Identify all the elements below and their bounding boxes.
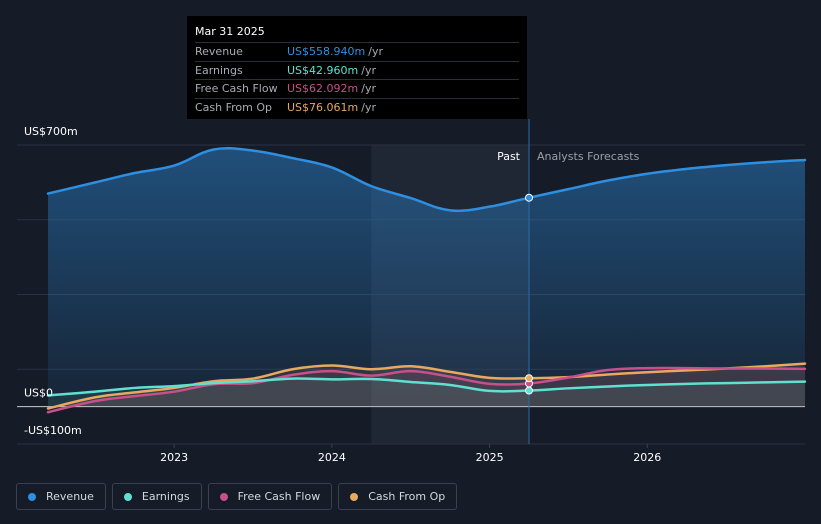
legend-item-revenue[interactable]: Revenue [16,483,106,510]
x-tick-label: 2025 [476,451,504,464]
tooltip-value: US$42.960m [287,63,359,77]
series-area [48,367,805,413]
x-axis-labels: 2023 2024 2025 2026 [160,444,661,464]
x-tick-label: 2023 [160,451,188,464]
y-tick-label: -US$100m [24,424,82,437]
tooltip-unit: /yr [361,82,376,95]
tooltip-row-free-cash-flow: Free Cash Flow US$62.092m /yr [195,79,519,98]
legend-item-free-cash-flow[interactable]: Free Cash Flow [207,483,333,510]
cash-from-op-dot-icon [350,492,359,501]
legend-label: Revenue [46,490,94,503]
y-tick-label: US$700m [24,125,78,138]
legend-item-earnings[interactable]: Earnings [111,483,202,510]
series-line-cash-from-op [46,362,807,410]
y-axis-labels: US$700m US$0 -US$100m [24,125,82,437]
tooltip-row-revenue: Revenue US$558.940m /yr [195,42,519,61]
marker-revenue [525,193,534,202]
tooltip-label: Revenue [195,45,243,58]
tooltip-markers [525,193,534,395]
tooltip-row-earnings: Earnings US$42.960m /yr [195,60,519,80]
tooltip-label: Earnings [195,63,243,77]
revenue-dot-icon [28,492,36,501]
earnings-dot-icon [123,492,132,501]
tooltip-unit: /yr [368,45,383,58]
x-tick-label: 2024 [318,451,346,464]
legend-label: Earnings [141,490,190,503]
tooltip-date: Mar 31 2025 [195,25,265,38]
tooltip-value: US$558.940m [287,45,366,58]
past-label: Past [497,150,521,163]
marker-earnings [525,386,534,395]
tooltip-value: US$76.061m [287,100,359,114]
series-area [48,378,805,407]
series-line-earnings [46,377,807,397]
y-tick-label: US$0 [24,387,53,400]
tooltip-label: Free Cash Flow [195,82,278,95]
free-cash-flow-dot-icon [219,492,228,501]
series-lines [46,146,807,414]
legend: Revenue Earnings Free Cash Flow Cash Fro… [16,483,458,510]
tooltip-label: Cash From Op [195,100,273,114]
series-line-revenue [46,146,807,213]
tooltip-unit: /yr [361,100,376,114]
tooltip-unit: /yr [361,63,376,77]
marker-cash-from-op [525,374,534,383]
forecast-label: Analysts Forecasts [537,150,640,163]
tooltip-row-cash-from-op: Cash From Op US$76.061m /yr [195,97,519,117]
series-line-free-cash-flow [46,366,807,414]
legend-label: Free Cash Flow [237,490,321,503]
tooltip: Mar 31 2025 Revenue US$558.940m /yr Earn… [187,16,527,119]
tooltip-value: US$62.092m [287,82,359,95]
revenue-area [48,148,805,407]
legend-item-cash-from-op[interactable]: Cash From Op [338,483,458,510]
x-tick-label: 2026 [633,451,661,464]
legend-label: Cash From Op [368,490,446,503]
